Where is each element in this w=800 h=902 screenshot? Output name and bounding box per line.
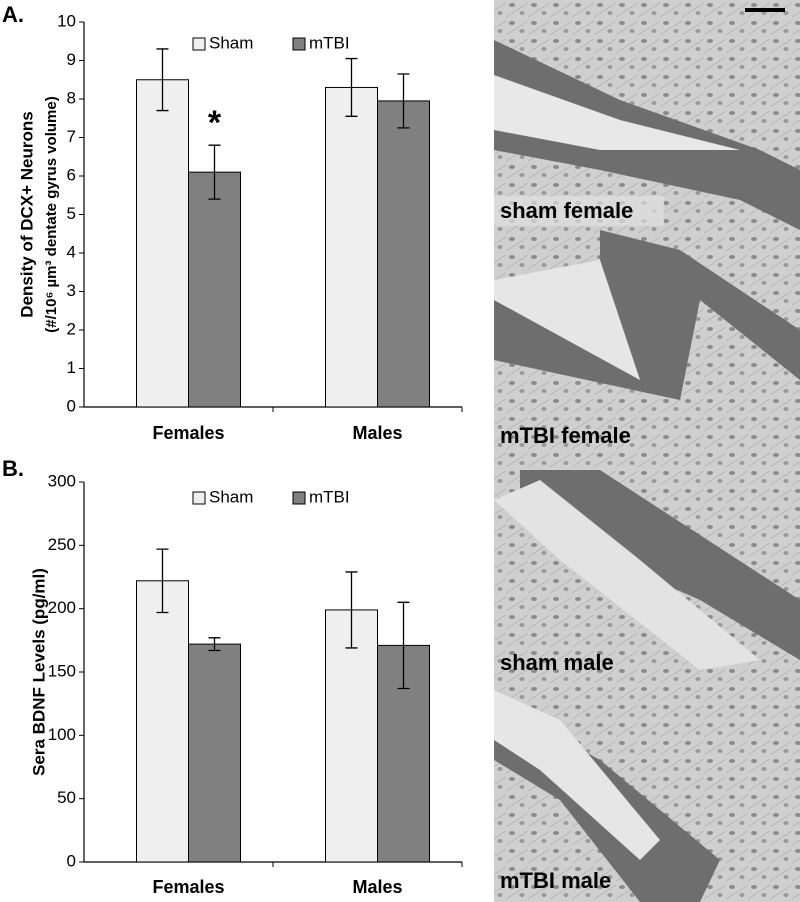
annotation: * bbox=[208, 104, 222, 142]
legend-label: mTBI bbox=[309, 33, 350, 52]
y-tick-label: 0 bbox=[67, 851, 76, 870]
legend-label: Sham bbox=[209, 33, 253, 52]
error-bar bbox=[397, 73, 410, 129]
y-tick-label: 200 bbox=[48, 598, 76, 617]
legend-swatch bbox=[192, 491, 206, 505]
error-bar bbox=[397, 601, 410, 690]
micrograph bbox=[494, 230, 800, 456]
image-label: sham male bbox=[500, 650, 614, 675]
y-tick-label: 50 bbox=[57, 788, 76, 807]
image-label: sham female bbox=[500, 198, 633, 223]
micrograph bbox=[494, 456, 800, 682]
y-axis-label: (#/10⁶ µm³ dentate gyrus volume) bbox=[43, 96, 60, 332]
panel-label: B. bbox=[2, 456, 24, 481]
bar bbox=[377, 100, 430, 408]
error-bar bbox=[208, 144, 221, 200]
error-bar bbox=[208, 637, 221, 652]
y-tick-label: 10 bbox=[57, 11, 76, 30]
chart: 0 50 100 150 200 250 300 Females Males Sham mTBI Se… bbox=[29, 471, 463, 897]
y-tick-label: 3 bbox=[67, 281, 76, 300]
y-tick-label: 7 bbox=[67, 127, 76, 146]
panel-label: A. bbox=[2, 2, 24, 27]
x-tick-label: Males bbox=[352, 423, 402, 443]
x-tick-label: Males bbox=[352, 877, 402, 897]
micrograph bbox=[494, 682, 800, 902]
bar bbox=[188, 643, 241, 863]
chart: 0 1 2 3 4 5 6 7 8 9 10 Females * Males Sham mTBI Density… bbox=[17, 11, 463, 443]
legend-label: Sham bbox=[209, 487, 253, 506]
bar bbox=[325, 86, 378, 408]
y-axis-label: Sera BDNF Levels (pg/ml) bbox=[29, 568, 48, 776]
y-tick-label: 300 bbox=[48, 471, 76, 490]
legend-swatch bbox=[192, 37, 206, 51]
y-tick-label: 150 bbox=[48, 661, 76, 680]
bar bbox=[136, 580, 189, 863]
y-tick-label: 100 bbox=[48, 725, 76, 744]
error-bar bbox=[156, 48, 169, 112]
x-tick-label: Females bbox=[152, 423, 224, 443]
error-bar bbox=[345, 57, 358, 117]
y-tick-label: 9 bbox=[67, 50, 76, 69]
y-tick-label: 4 bbox=[67, 242, 76, 261]
micrograph bbox=[494, 0, 800, 230]
y-axis-label: Density of DCX+ Neurons bbox=[17, 111, 36, 317]
y-tick-label: 8 bbox=[67, 88, 76, 107]
y-tick-label: 5 bbox=[67, 204, 76, 223]
y-tick-label: 1 bbox=[67, 358, 76, 377]
image-label: mTBI male bbox=[500, 868, 611, 893]
micrographs: sham female mTBI female sham male mTBI m… bbox=[494, 0, 800, 902]
y-tick-label: 0 bbox=[67, 396, 76, 415]
error-bar bbox=[345, 571, 358, 649]
bar bbox=[188, 171, 241, 408]
y-tick-label: 6 bbox=[67, 165, 76, 184]
image-label: mTBI female bbox=[500, 423, 631, 448]
bar bbox=[325, 609, 378, 863]
y-tick-label: 2 bbox=[67, 319, 76, 338]
x-tick-label: Females bbox=[152, 877, 224, 897]
legend-swatch bbox=[292, 37, 306, 51]
error-bar bbox=[156, 548, 169, 614]
legend-label: mTBI bbox=[309, 487, 350, 506]
bar bbox=[136, 79, 189, 408]
y-tick-label: 250 bbox=[48, 535, 76, 554]
legend-swatch bbox=[292, 491, 306, 505]
